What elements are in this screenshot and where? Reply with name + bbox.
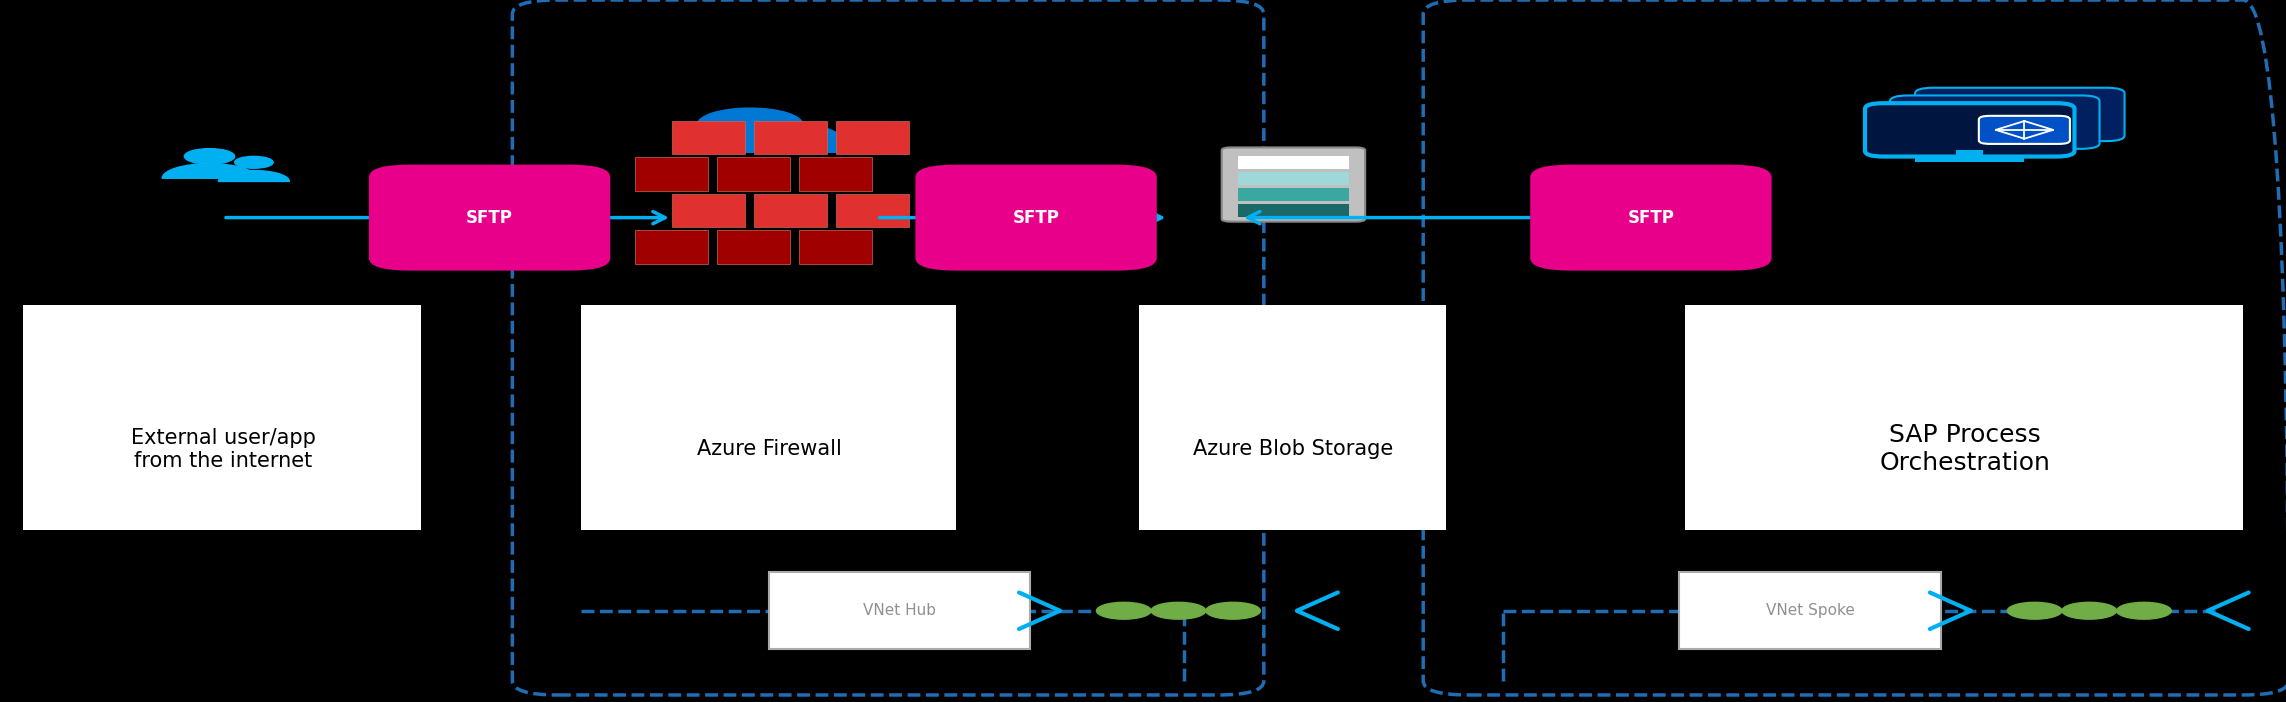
Bar — [754, 194, 828, 227]
FancyBboxPatch shape — [1529, 165, 1772, 271]
Wedge shape — [219, 171, 290, 182]
Circle shape — [2117, 602, 2172, 619]
Bar — [718, 157, 791, 191]
Bar — [1957, 150, 1984, 158]
Bar — [1239, 204, 1349, 217]
Text: SAP Process
Orchestration: SAP Process Orchestration — [1879, 423, 2051, 475]
Circle shape — [1097, 602, 1152, 619]
FancyBboxPatch shape — [368, 165, 610, 271]
Bar — [1685, 305, 2243, 530]
Text: SFTP: SFTP — [1013, 208, 1058, 227]
Text: Azure Firewall: Azure Firewall — [697, 439, 841, 459]
Circle shape — [697, 108, 802, 140]
Circle shape — [185, 149, 235, 164]
FancyBboxPatch shape — [768, 572, 1031, 649]
Circle shape — [1152, 602, 1205, 619]
Circle shape — [2062, 602, 2117, 619]
Bar — [754, 121, 828, 154]
FancyBboxPatch shape — [1221, 147, 1365, 222]
Bar — [718, 230, 791, 264]
Bar — [1239, 188, 1349, 201]
FancyBboxPatch shape — [1980, 116, 2069, 144]
Bar — [800, 230, 873, 264]
Bar — [581, 305, 956, 530]
Bar — [672, 121, 745, 154]
Text: Azure Blob Storage: Azure Blob Storage — [1193, 439, 1394, 459]
Bar — [837, 121, 908, 154]
Bar — [1916, 157, 2025, 162]
Bar — [636, 230, 709, 264]
Circle shape — [677, 124, 768, 152]
Circle shape — [752, 121, 823, 143]
Text: SFTP: SFTP — [466, 208, 512, 227]
Circle shape — [684, 122, 750, 143]
Bar — [672, 194, 745, 227]
Circle shape — [1205, 602, 1260, 619]
Wedge shape — [162, 164, 256, 178]
FancyBboxPatch shape — [1916, 88, 2124, 141]
FancyBboxPatch shape — [1865, 103, 2073, 157]
Bar — [1138, 305, 1447, 530]
Bar — [679, 138, 837, 152]
Circle shape — [748, 124, 841, 152]
Bar — [837, 194, 908, 227]
Circle shape — [2007, 602, 2062, 619]
Text: External user/app
from the internet: External user/app from the internet — [130, 428, 315, 471]
Text: VNet Hub: VNet Hub — [864, 603, 935, 618]
Bar — [800, 157, 873, 191]
FancyBboxPatch shape — [1680, 572, 1941, 649]
Text: VNet Spoke: VNet Spoke — [1765, 603, 1854, 618]
Bar — [1239, 156, 1349, 169]
FancyBboxPatch shape — [1891, 95, 2099, 149]
FancyBboxPatch shape — [914, 165, 1157, 271]
Bar — [23, 305, 421, 530]
Circle shape — [235, 157, 272, 168]
Bar — [1239, 172, 1349, 185]
Text: SFTP: SFTP — [1628, 208, 1673, 227]
Circle shape — [718, 124, 800, 149]
Bar — [636, 157, 709, 191]
